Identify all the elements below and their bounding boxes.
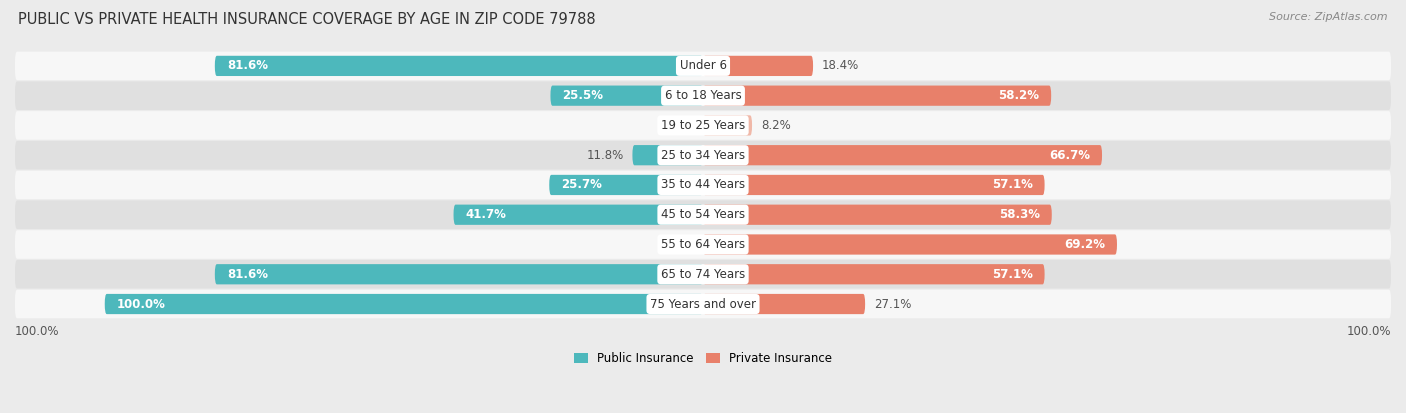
- FancyBboxPatch shape: [15, 230, 1391, 259]
- Text: 57.1%: 57.1%: [991, 178, 1032, 192]
- FancyBboxPatch shape: [15, 111, 1391, 140]
- Text: 57.1%: 57.1%: [991, 268, 1032, 281]
- Text: 6 to 18 Years: 6 to 18 Years: [665, 89, 741, 102]
- FancyBboxPatch shape: [15, 290, 1391, 318]
- FancyBboxPatch shape: [215, 56, 703, 76]
- Text: 8.2%: 8.2%: [761, 119, 790, 132]
- FancyBboxPatch shape: [15, 52, 1391, 80]
- FancyBboxPatch shape: [15, 171, 1391, 199]
- FancyBboxPatch shape: [703, 115, 752, 135]
- FancyBboxPatch shape: [15, 200, 1391, 229]
- Text: 65 to 74 Years: 65 to 74 Years: [661, 268, 745, 281]
- Legend: Public Insurance, Private Insurance: Public Insurance, Private Insurance: [574, 352, 832, 365]
- Text: 75 Years and over: 75 Years and over: [650, 297, 756, 311]
- Text: 19 to 25 Years: 19 to 25 Years: [661, 119, 745, 132]
- FancyBboxPatch shape: [550, 175, 703, 195]
- Text: 0.0%: 0.0%: [665, 238, 695, 251]
- FancyBboxPatch shape: [703, 294, 865, 314]
- FancyBboxPatch shape: [703, 85, 1052, 106]
- Text: 81.6%: 81.6%: [226, 59, 267, 72]
- Text: 81.6%: 81.6%: [226, 268, 267, 281]
- Text: 100.0%: 100.0%: [1347, 325, 1391, 338]
- Text: 18.4%: 18.4%: [823, 59, 859, 72]
- Text: Under 6: Under 6: [679, 59, 727, 72]
- FancyBboxPatch shape: [104, 294, 703, 314]
- FancyBboxPatch shape: [703, 234, 1116, 254]
- Text: 66.7%: 66.7%: [1049, 149, 1090, 162]
- Text: 58.2%: 58.2%: [998, 89, 1039, 102]
- Text: 69.2%: 69.2%: [1064, 238, 1105, 251]
- FancyBboxPatch shape: [15, 141, 1391, 169]
- Text: 100.0%: 100.0%: [117, 297, 166, 311]
- Text: 0.0%: 0.0%: [665, 119, 695, 132]
- FancyBboxPatch shape: [703, 175, 1045, 195]
- Text: 100.0%: 100.0%: [15, 325, 59, 338]
- FancyBboxPatch shape: [703, 204, 1052, 225]
- FancyBboxPatch shape: [703, 56, 813, 76]
- FancyBboxPatch shape: [703, 145, 1102, 165]
- FancyBboxPatch shape: [703, 264, 1045, 285]
- Text: 27.1%: 27.1%: [875, 297, 911, 311]
- Text: 45 to 54 Years: 45 to 54 Years: [661, 208, 745, 221]
- FancyBboxPatch shape: [15, 260, 1391, 289]
- FancyBboxPatch shape: [15, 81, 1391, 110]
- Text: 58.3%: 58.3%: [998, 208, 1040, 221]
- Text: 55 to 64 Years: 55 to 64 Years: [661, 238, 745, 251]
- Text: PUBLIC VS PRIVATE HEALTH INSURANCE COVERAGE BY AGE IN ZIP CODE 79788: PUBLIC VS PRIVATE HEALTH INSURANCE COVER…: [18, 12, 596, 27]
- Text: 41.7%: 41.7%: [465, 208, 506, 221]
- FancyBboxPatch shape: [215, 264, 703, 285]
- Text: 11.8%: 11.8%: [586, 149, 623, 162]
- Text: 25.7%: 25.7%: [561, 178, 602, 192]
- Text: 35 to 44 Years: 35 to 44 Years: [661, 178, 745, 192]
- Text: 25 to 34 Years: 25 to 34 Years: [661, 149, 745, 162]
- FancyBboxPatch shape: [454, 204, 703, 225]
- Text: Source: ZipAtlas.com: Source: ZipAtlas.com: [1270, 12, 1388, 22]
- FancyBboxPatch shape: [633, 145, 703, 165]
- FancyBboxPatch shape: [550, 85, 703, 106]
- Text: 25.5%: 25.5%: [562, 89, 603, 102]
